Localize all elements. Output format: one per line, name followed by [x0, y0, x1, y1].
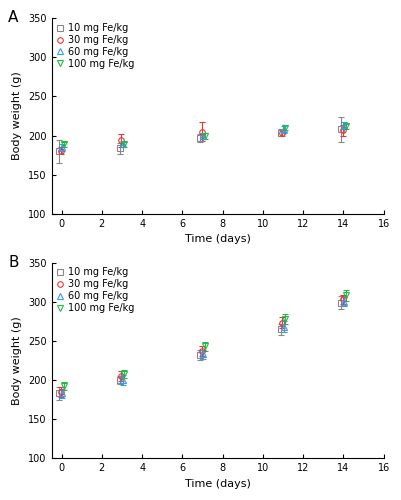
Y-axis label: Body weight (g): Body weight (g) — [12, 72, 22, 160]
Legend: 10 mg Fe/kg, 30 mg Fe/kg, 60 mg Fe/kg, 100 mg Fe/kg: 10 mg Fe/kg, 30 mg Fe/kg, 60 mg Fe/kg, 1… — [55, 21, 136, 71]
Legend: 10 mg Fe/kg, 30 mg Fe/kg, 60 mg Fe/kg, 100 mg Fe/kg: 10 mg Fe/kg, 30 mg Fe/kg, 60 mg Fe/kg, 1… — [55, 266, 136, 315]
Y-axis label: Body weight (g): Body weight (g) — [12, 316, 22, 405]
Text: A: A — [8, 10, 19, 26]
X-axis label: Time (days): Time (days) — [185, 234, 251, 244]
X-axis label: Time (days): Time (days) — [185, 479, 251, 489]
Text: B: B — [8, 254, 19, 270]
